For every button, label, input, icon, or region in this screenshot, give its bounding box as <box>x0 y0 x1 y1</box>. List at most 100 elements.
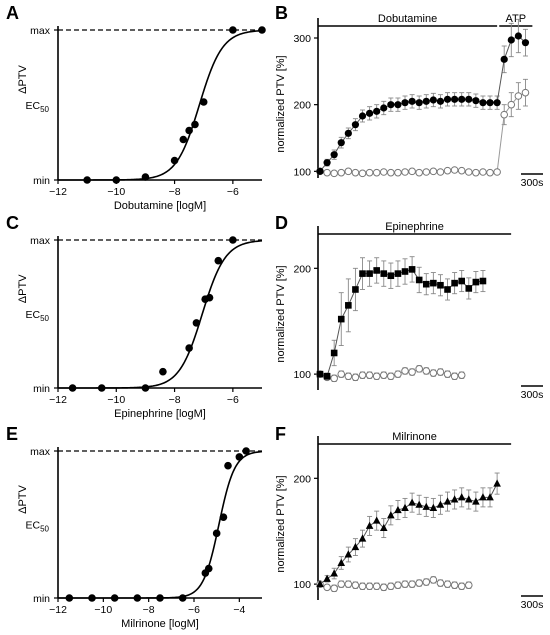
data-point <box>472 97 480 105</box>
data-point <box>205 293 214 302</box>
y-tick-label: 100 <box>293 166 311 178</box>
panel-label-f: F <box>275 424 286 444</box>
data-point <box>344 550 353 558</box>
data-point <box>224 461 232 470</box>
data-point <box>229 26 237 34</box>
data-point <box>450 495 459 503</box>
panel-label-b: B <box>275 3 288 23</box>
data-point <box>429 167 438 176</box>
data-point <box>408 97 416 105</box>
x-tick-label: −6 <box>188 604 200 616</box>
data-point <box>457 371 466 379</box>
data-point <box>457 493 466 501</box>
x-tick-label: −10 <box>107 394 125 406</box>
data-point <box>443 166 452 175</box>
data-point <box>429 503 438 511</box>
data-point <box>465 95 473 103</box>
data-point <box>380 104 388 112</box>
data-point <box>486 493 494 501</box>
time-course-chart-dobutamine: 100 200 300 normalized PTV [%] Dobutamine ATP… <box>275 13 543 189</box>
fit-curve <box>58 240 263 389</box>
x-tick-label: −8 <box>169 186 181 198</box>
y-tick-label-ec50: EC50 <box>26 520 50 534</box>
data-point <box>394 270 402 277</box>
data-point <box>358 371 367 379</box>
data-point <box>112 176 121 184</box>
data-point <box>472 278 480 286</box>
data-point <box>514 92 523 100</box>
data-point <box>394 370 402 378</box>
x-tick-label: −4 <box>233 604 245 616</box>
data-point <box>450 372 459 381</box>
x-tick-label: −6 <box>227 394 239 406</box>
data-point <box>323 583 331 592</box>
data-point <box>436 168 445 176</box>
data-point <box>486 99 494 107</box>
data-point <box>351 121 360 129</box>
data-point <box>443 95 452 103</box>
data-point <box>408 498 416 506</box>
data-point <box>366 270 373 277</box>
data-point <box>379 371 388 379</box>
data-point <box>351 373 360 382</box>
data-point <box>387 101 395 109</box>
dose-response-chart-dobutamine: max min EC50 ΔPTV −12 −10 −8 −6 Dobutamine [logM… <box>17 25 266 212</box>
data-point <box>387 168 395 177</box>
data-point <box>507 100 516 109</box>
data-point <box>330 374 338 383</box>
data-point <box>394 581 402 589</box>
data-point <box>330 584 338 593</box>
data-point <box>323 159 331 167</box>
data-point <box>65 594 74 602</box>
data-point <box>387 372 395 381</box>
data-point <box>365 371 374 379</box>
data-point <box>358 534 367 542</box>
y-tick-label-min: min <box>33 593 50 605</box>
data-point <box>235 453 244 461</box>
data-point <box>394 505 402 514</box>
data-point <box>437 281 444 289</box>
data-point <box>344 167 353 176</box>
data-point <box>408 580 416 588</box>
data-point <box>415 276 423 284</box>
data-point <box>422 578 431 586</box>
data-point <box>229 236 237 244</box>
data-point <box>500 110 509 119</box>
data-point <box>430 279 437 287</box>
data-point <box>415 579 423 587</box>
data-point <box>436 579 445 587</box>
data-point <box>479 168 487 176</box>
data-point <box>323 574 331 582</box>
data-point <box>185 126 193 135</box>
data-point <box>464 495 473 503</box>
data-point <box>443 370 452 378</box>
data-point <box>422 502 431 510</box>
data-point <box>401 580 409 588</box>
panel-label-e: E <box>6 424 18 444</box>
data-point <box>401 367 409 375</box>
data-point <box>219 513 228 521</box>
data-point <box>387 582 395 591</box>
data-point <box>373 107 381 115</box>
data-point <box>351 542 360 551</box>
data-point <box>365 521 374 529</box>
data-point <box>444 286 451 293</box>
data-point <box>185 344 193 352</box>
y-tick-label: 300 <box>293 33 311 45</box>
data-point <box>141 384 150 392</box>
data-point <box>358 112 367 120</box>
data-point <box>214 256 223 265</box>
data-point <box>358 582 367 591</box>
data-point <box>170 156 179 165</box>
data-point <box>179 135 188 144</box>
y-axis-label: ΔPTV <box>17 64 29 93</box>
y-tick-label-max: max <box>30 25 51 37</box>
x-tick-label: −12 <box>49 394 67 406</box>
data-point <box>330 569 338 577</box>
data-point <box>457 166 466 175</box>
data-point <box>330 151 338 159</box>
data-point <box>258 26 266 34</box>
data-point <box>429 369 438 377</box>
data-point <box>401 168 409 176</box>
x-tick-label: −8 <box>169 394 181 406</box>
